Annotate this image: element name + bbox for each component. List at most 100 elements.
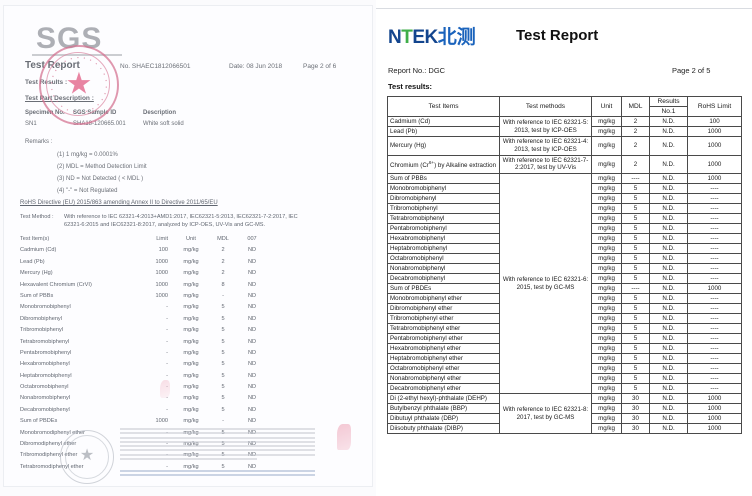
left-cell-limit: - (166, 406, 168, 413)
right-cell-limit: ---- (687, 263, 742, 274)
right-cell-mdl: 30 (621, 393, 650, 404)
left-cell-result: ND (247, 361, 257, 368)
left-cell-mdl: 5 (214, 430, 232, 436)
right-cell-unit: mg/kg (591, 313, 622, 324)
right-cell-mdl: 5 (621, 203, 650, 214)
right-page-number: Page 2 of 5 (672, 66, 711, 75)
right-cell-unit: mg/kg (591, 373, 622, 384)
right-cell-unit: mg/kg (591, 423, 622, 434)
left-cell-item: Tetrabromobiphenyl (20, 338, 70, 345)
right-cell-item: Monobromobiphenyl ether (387, 293, 500, 304)
right-cell-limit: ---- (687, 313, 742, 324)
right-cell-unit: mg/kg (591, 353, 622, 364)
right-cell-item: Nonabromobiphenyl ether (387, 373, 500, 384)
left-cell-result: ND (247, 281, 257, 288)
left-cell-limit: - (166, 384, 168, 391)
left-cell-result: ND (247, 270, 257, 277)
right-table-row: Sum of PBBs With reference to IEC 62321-6… (387, 173, 742, 394)
left-cell-item: Lead (Pb) (20, 258, 45, 265)
left-th-item: Test Item(s) (20, 236, 50, 242)
right-cell-result: N.D. (649, 423, 688, 434)
right-cell-result: N.D. (649, 263, 688, 274)
left-cell-unit: mg/kg (183, 418, 199, 425)
right-top-divider (376, 8, 752, 9)
right-cell-mdl: 5 (621, 193, 650, 204)
right-cell-unit: mg/kg (591, 136, 622, 156)
right-cell-unit: mg/kg (591, 173, 622, 184)
right-cell-item: Tetrabromobiphenyl (387, 213, 500, 224)
left-table-header-row: Test Item(s) Limit Unit MDL 007 (20, 236, 270, 247)
left-cell-mdl: 8 (221, 281, 225, 288)
left-cell-limit: - (166, 463, 168, 470)
right-cell-item: Tetrabromobiphenyl ether (387, 323, 500, 334)
right-cell-item: Decabromobiphenyl ether (387, 383, 500, 394)
left-cell-item: Heptabromobiphenyl (20, 372, 72, 379)
left-cell-mdl: - (222, 292, 224, 299)
right-cell-mdl: 5 (621, 273, 650, 284)
right-cell-item: Heptabromobiphenyl (387, 243, 500, 254)
left-rohs-directive: RoHS Directive (EU) 2015/863 amending An… (20, 200, 218, 206)
right-cell-result: N.D. (649, 313, 688, 324)
left-cell-limit: 1000 (155, 418, 168, 425)
right-cell-result: N.D. (649, 363, 688, 374)
left-cell-item: Pentabromobiphenyl (20, 349, 72, 356)
left-table-row: Tribromodiphenyl ether - mg/kg 5 ND (20, 452, 270, 463)
left-specimen-header-no: Specimen No. (25, 110, 65, 116)
right-cell-mdl: 30 (621, 403, 650, 414)
right-cell-unit: mg/kg (591, 203, 622, 214)
right-cell-result: N.D. (649, 393, 688, 404)
left-table-row: Heptabromobiphenyl - mg/kg 5 ND (20, 373, 270, 384)
left-cell-unit: mg/kg (178, 430, 204, 436)
right-cell-limit: 1000 (687, 136, 742, 156)
right-cell-mdl: 5 (621, 383, 650, 394)
right-cell-limit: 1000 (687, 126, 742, 137)
right-cell-item: Hexabromobiphenyl (387, 233, 500, 244)
left-cell-item: Nonabromobiphenyl (20, 395, 71, 402)
left-cell-mdl: 5 (221, 384, 225, 391)
left-test-method-line2: 62321-6:2015 and IEC62321-8:2017, analyz… (64, 222, 266, 228)
right-cell-result: N.D. (649, 403, 688, 414)
left-cell-mdl: 2 (221, 258, 225, 265)
left-cell-unit: mg/kg (183, 349, 199, 356)
right-cell-result: N.D. (649, 293, 688, 304)
right-cell-mdl: 5 (621, 353, 650, 364)
right-cell-mdl: 5 (621, 333, 650, 344)
right-cell-limit: ---- (687, 253, 742, 264)
left-remark-2: (2) MDL = Method Detection Limit (57, 164, 147, 170)
right-document-ntek: NTEK北测 Test Report Report No.: DGC Page … (376, 0, 752, 496)
left-cell-mdl: 5 (221, 395, 225, 402)
left-cell-mdl: 5 (221, 441, 225, 448)
right-cell-result: N.D. (649, 323, 688, 334)
left-test-method-line1: With reference to IEC 62321-4:2013+AMD1:… (64, 214, 298, 220)
right-cell-mdl: 5 (621, 233, 650, 244)
right-table-row: Cadmium (Cd) With reference to IEC 62321-… (387, 116, 742, 137)
left-cell-unit: mg/kg (183, 406, 199, 413)
left-footer-stamp: ★ (60, 430, 114, 484)
left-cell-item: Hexabromobiphenyl (20, 361, 70, 368)
left-cell-item: Tribromobiphenyl (20, 327, 64, 334)
right-cell-item: Heptabromobiphenyl ether (387, 353, 500, 364)
right-cell-item: Sum of PBBs (387, 173, 500, 184)
right-table-row: Mercury (Hg) With reference to IEC 62321-… (387, 136, 742, 156)
left-cell-mdl: 5 (221, 338, 225, 345)
right-cell-unit: mg/kg (591, 253, 622, 264)
left-table-row: Monobromobiphenyl - mg/kg 5 ND (20, 304, 270, 315)
right-cell-item: Octabromobiphenyl ether (387, 363, 500, 374)
left-remark-1: (1) 1 mg/kg = 0.0001% (57, 152, 118, 158)
left-cell-result: ND (242, 452, 262, 458)
left-cell-result: ND (242, 430, 262, 436)
left-cell-unit: mg/kg (183, 281, 199, 288)
left-cell-item: Sum of PBDEs (20, 418, 58, 425)
right-cell-method: With reference to IEC 62321-5: 2013, tes… (499, 116, 592, 137)
left-cell-result: ND (247, 258, 257, 265)
right-cell-limit: ---- (687, 343, 742, 354)
left-cell-result: ND (247, 395, 257, 402)
right-cell-item: Lead (Pb) (387, 126, 500, 137)
left-cell-limit: 1000 (155, 281, 168, 288)
left-cell-result: ND (247, 384, 257, 391)
left-fineprint-block (120, 428, 315, 462)
left-cell-item: Tetrabromodiphenyl ether (20, 463, 84, 470)
left-cell-item: Monobromobiphenyl (20, 304, 71, 311)
ntek-logo-n: N (388, 27, 402, 48)
left-table-row: Tribromobiphenyl - mg/kg 5 ND (20, 327, 270, 338)
